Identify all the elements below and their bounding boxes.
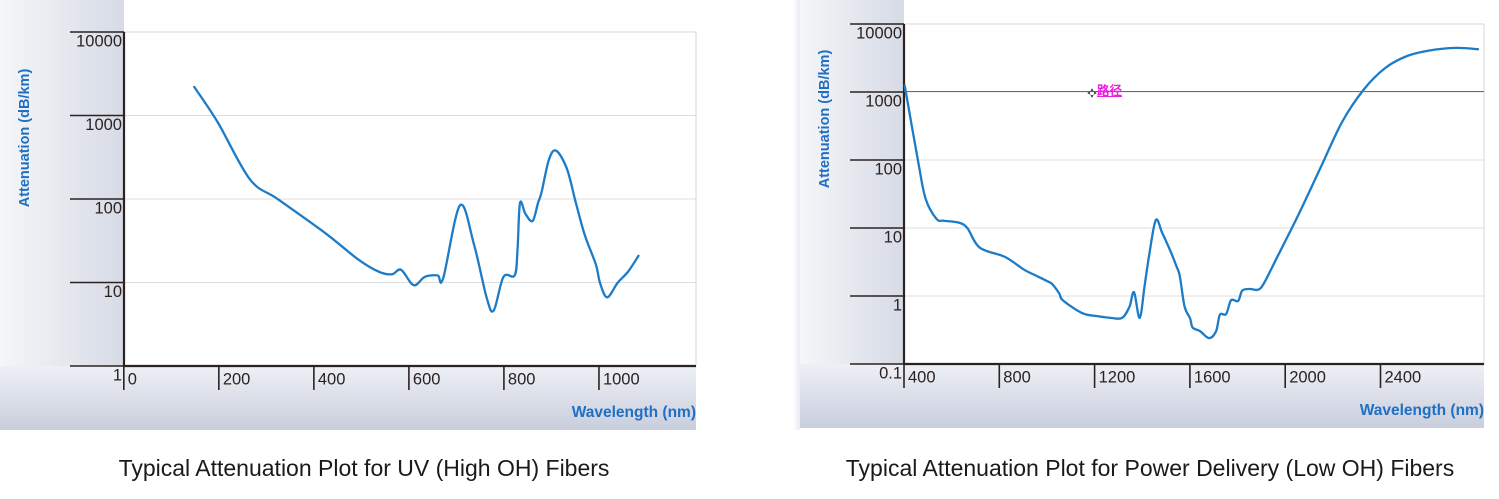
svg-text:0.1: 0.1: [879, 365, 902, 383]
svg-text:0: 0: [128, 371, 137, 389]
svg-text:800: 800: [508, 371, 536, 389]
svg-text:100: 100: [874, 161, 902, 179]
svg-text:2000: 2000: [1289, 369, 1326, 387]
svg-text:400: 400: [908, 369, 936, 387]
svg-text:600: 600: [413, 371, 441, 389]
svg-text:10000: 10000: [76, 33, 122, 51]
svg-text:1000: 1000: [85, 116, 122, 134]
svg-text:400: 400: [318, 371, 346, 389]
svg-text:2400: 2400: [1385, 369, 1422, 387]
svg-text:1600: 1600: [1194, 369, 1231, 387]
svg-text:Attenuation (dB/km): Attenuation (dB/km): [17, 69, 33, 208]
svg-text:1: 1: [113, 367, 122, 385]
svg-text:1: 1: [893, 297, 902, 315]
svg-text:Wavelength (nm): Wavelength (nm): [1360, 402, 1484, 419]
svg-text:Attenuation (dB/km): Attenuation (dB/km): [817, 50, 833, 189]
svg-text:10: 10: [884, 229, 902, 247]
svg-text:800: 800: [1003, 369, 1031, 387]
svg-text:10000: 10000: [856, 25, 902, 43]
svg-text:200: 200: [223, 371, 251, 389]
svg-text:1000: 1000: [603, 371, 640, 389]
svg-text:1200: 1200: [1099, 369, 1136, 387]
svg-text:100: 100: [94, 200, 122, 218]
svg-text:10: 10: [104, 283, 122, 301]
svg-text:Wavelength (nm): Wavelength (nm): [572, 404, 696, 421]
svg-text:1000: 1000: [865, 93, 902, 111]
